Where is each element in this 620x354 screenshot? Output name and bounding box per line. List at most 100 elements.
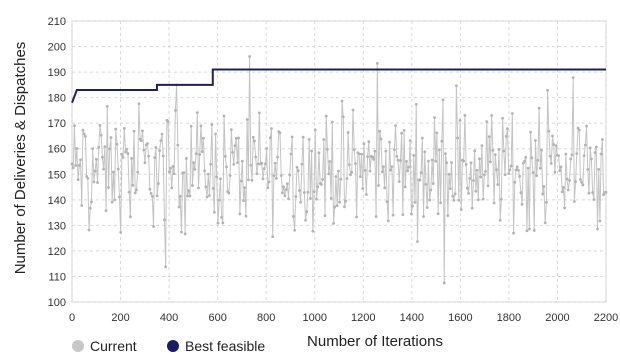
current-point (392, 148, 396, 152)
current-point (534, 139, 537, 142)
current-point (464, 163, 468, 166)
current-point (364, 193, 368, 196)
current-point (378, 129, 382, 133)
x-tick-label: 2200 (594, 312, 618, 324)
current-point (339, 177, 343, 181)
current-point (109, 136, 113, 139)
current-point (414, 102, 418, 106)
current-point (231, 150, 234, 154)
current-point (111, 170, 115, 174)
x-tick-label: 1400 (400, 312, 424, 324)
x-tick-label: 600 (208, 312, 226, 324)
current-point (146, 142, 149, 145)
current-point (70, 162, 74, 166)
current-point (208, 194, 211, 197)
current-point (125, 147, 129, 151)
current-point (107, 186, 110, 189)
current-point (354, 162, 357, 165)
x-axis-title: Number of Iterations (307, 333, 443, 350)
current-point (535, 174, 539, 178)
current-point (386, 219, 390, 223)
current-point (529, 130, 532, 134)
current-point (169, 166, 172, 170)
current-point (108, 147, 112, 151)
current-point (599, 152, 603, 156)
current-point (451, 194, 455, 198)
current-point (502, 149, 506, 153)
current-point (154, 146, 158, 149)
current-point (104, 209, 108, 213)
x-tick-label: 1600 (448, 312, 472, 324)
current-point (391, 213, 395, 217)
current-point (563, 206, 567, 210)
current-point (425, 206, 429, 209)
current-point (568, 179, 571, 182)
current-point (79, 158, 82, 162)
current-point (119, 230, 123, 234)
current-point (447, 172, 451, 176)
current-point (313, 128, 317, 132)
current-point (236, 161, 239, 164)
current-point (467, 191, 470, 195)
current-point (126, 152, 130, 155)
current-point (557, 154, 560, 158)
current-point (401, 213, 405, 217)
series-current (70, 55, 608, 285)
current-point (306, 190, 310, 194)
current-point (530, 156, 534, 160)
x-tick-label: 2000 (545, 312, 569, 324)
current-point (459, 208, 463, 211)
y-tick-label: 200 (48, 42, 66, 54)
current-point (253, 139, 256, 143)
current-point (201, 136, 205, 140)
current-point (497, 148, 501, 151)
current-point (363, 168, 367, 172)
current-point (272, 174, 276, 178)
current-point (73, 124, 76, 128)
current-point (592, 198, 596, 201)
current-point (411, 204, 414, 208)
current-point (509, 164, 513, 168)
current-point (357, 152, 361, 156)
current-point (588, 146, 592, 150)
current-point (382, 165, 385, 169)
current-point (114, 127, 118, 131)
current-point (562, 186, 565, 189)
current-point (284, 188, 288, 192)
current-point (506, 127, 509, 130)
current-point (124, 150, 127, 154)
y-tick-label: 170 (48, 118, 66, 130)
current-point (510, 112, 514, 115)
current-point (298, 189, 301, 192)
y-axis-title: Number of Deliveries & Dispatches (12, 42, 29, 275)
current-point (229, 128, 233, 132)
current-point (445, 161, 449, 165)
current-point (128, 215, 132, 219)
current-point (330, 120, 334, 124)
current-point (290, 135, 294, 139)
current-point (345, 177, 349, 180)
current-point (367, 140, 371, 144)
current-point (536, 158, 540, 162)
current-point (80, 204, 84, 207)
current-point (486, 184, 490, 188)
current-point (499, 197, 503, 201)
current-point (523, 159, 526, 163)
current-point (113, 198, 116, 202)
y-axis-ticks: 100 110 120 130 140 150 160 170 180 190 200 210 (48, 16, 66, 309)
current-point (540, 148, 543, 152)
current-point (554, 144, 558, 148)
current-point (433, 116, 436, 119)
current-point (257, 111, 261, 115)
current-point (242, 199, 245, 202)
current-point (472, 179, 475, 182)
legend-current-label: Current (90, 338, 137, 354)
current-point (216, 221, 220, 225)
current-point (307, 138, 311, 141)
series-best-feasible (71, 68, 606, 104)
current-point (166, 120, 170, 123)
current-point (85, 174, 88, 178)
current-point (385, 200, 389, 204)
y-tick-label: 110 (48, 271, 66, 283)
